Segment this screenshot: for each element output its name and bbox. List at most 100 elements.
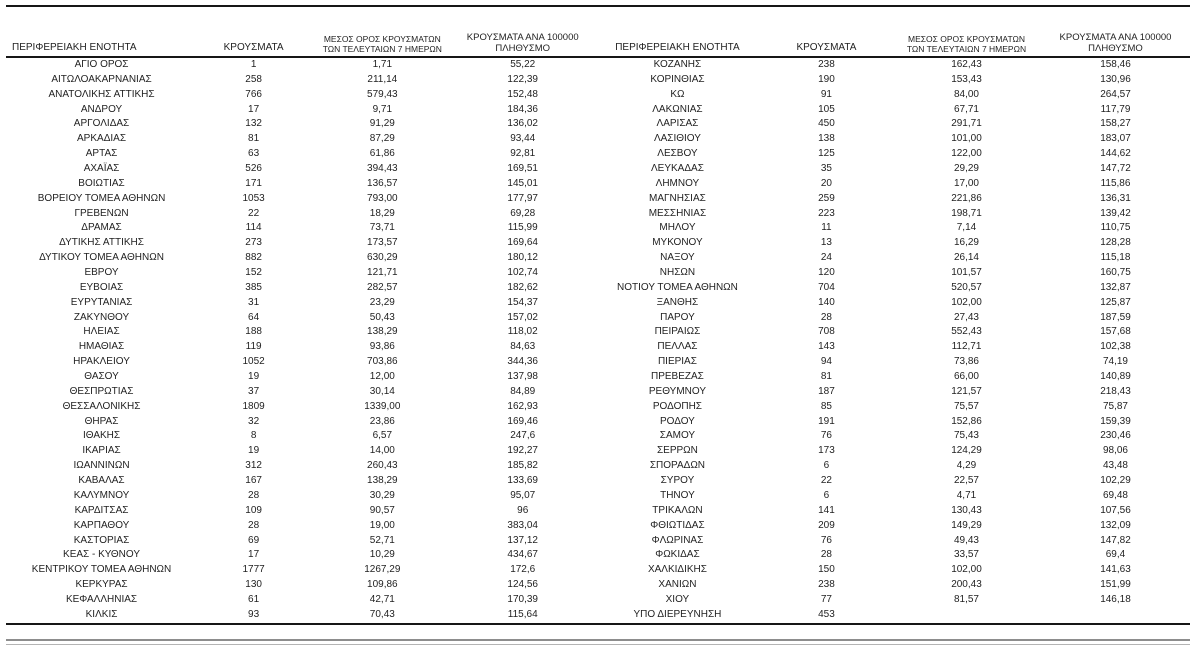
- region-cell: ΝΟΤΙΟΥ ΤΟΜΕΑ ΑΘΗΝΩΝ: [617, 281, 738, 293]
- per100k-header-line1: ΚΡΟΥΣΜΑΤΑ ΑΝΑ 100000: [466, 32, 579, 43]
- region-cell: ΠΑΡΟΥ: [660, 311, 695, 323]
- region-cell: ΔΥΤΙΚΟΥ ΤΟΜΕΑ ΑΘΗΝΩΝ: [39, 252, 164, 264]
- per100k-cell: 130,96: [1100, 73, 1131, 85]
- table-header-row: ΠΕΡΙΦΕΡΕΙΑΚΗ ΕΝΟΤΗΤΑ ΚΡΟΥΣΜΑΤΑ ΜΕΣΟΣ ΟΡΟ…: [5, 20, 590, 54]
- per100k-cell: 139,42: [1100, 207, 1131, 219]
- avg7-cell: 75,57: [953, 400, 979, 412]
- avg7-header-cell: ΜΕΣΟΣ ΟΡΟΣ ΚΡΟΥΣΜΑΤΩΝ ΤΩΝ ΤΕΛΕΥΤΑΙΩΝ 7 Η…: [892, 34, 1041, 54]
- table-row: ΘΗΡΑΣ 32 23,86 169,46: [5, 415, 590, 430]
- cases-cell: 708: [818, 326, 835, 338]
- avg7-cell: 17,00: [953, 177, 979, 189]
- table-row: ΑΡΓΟΛΙΔΑΣ 132 91,29 136,02: [5, 117, 590, 132]
- per100k-cell: 141,63: [1100, 564, 1131, 576]
- per100k-cell: 184,36: [507, 103, 538, 115]
- region-cell: ΦΛΩΡΙΝΑΣ: [651, 534, 704, 546]
- cases-cell: 167: [245, 475, 262, 487]
- avg7-cell: 23,86: [369, 415, 395, 427]
- avg7-cell: [892, 608, 1041, 623]
- per100k-cell: 110,75: [1100, 222, 1131, 234]
- cases-cell: 19: [248, 445, 260, 457]
- region-cell: ΚΕΑΣ - ΚΥΘΝΟΥ: [63, 549, 141, 561]
- avg7-cell: 33,57: [953, 549, 979, 561]
- avg7-cell: 121,71: [367, 267, 398, 279]
- avg7-cell: 9,71: [372, 103, 393, 115]
- region-cell: ΑΧΑΪΑΣ: [83, 163, 120, 175]
- cases-cell: 11: [821, 222, 832, 234]
- table-row: ΑΝΑΤΟΛΙΚΗΣ ΑΤΤΙΚΗΣ 766 579,43 152,48: [5, 88, 590, 103]
- per100k-cell: 158,46: [1100, 59, 1131, 70]
- cases-cell: 138: [818, 133, 835, 145]
- region-cell: ΡΕΘΥΜΝΟΥ: [648, 385, 707, 397]
- table-row: ΘΕΣΠΡΩΤΙΑΣ 37 30,14 84,89: [5, 385, 590, 400]
- avg7-cell: 73,86: [953, 356, 979, 368]
- per100k-cell: 115,99: [507, 222, 538, 234]
- table-row: ΔΡΑΜΑΣ 114 73,71 115,99: [5, 221, 590, 236]
- cases-cell: 105: [818, 103, 835, 115]
- table-row: ΙΘΑΚΗΣ 8 6,57 247,6: [5, 429, 590, 444]
- avg7-header-line2: ΤΩΝ ΤΕΛΕΥΤΑΙΩΝ 7 ΗΜΕΡΩΝ: [906, 43, 1027, 54]
- table-row: ΚΩ 91 84,00 264,57: [594, 88, 1190, 103]
- table-row: ΝΟΤΙΟΥ ΤΟΜΕΑ ΑΘΗΝΩΝ 704 520,57 132,87: [594, 281, 1190, 296]
- per100k-cell: 154,37: [507, 296, 538, 308]
- avg7-cell: 18,29: [369, 207, 395, 219]
- region-cell: ΙΚΑΡΙΑΣ: [82, 445, 121, 457]
- table-row: ΜΑΓΝΗΣΙΑΣ 259 221,86 136,31: [594, 192, 1190, 207]
- region-cell: ΝΗΣΩΝ: [659, 267, 696, 279]
- table-row: ΥΠΟ ΔΙΕΡΕΥΝΗΣΗ 453: [594, 608, 1190, 623]
- table-row: ΓΡΕΒΕΝΩΝ 22 18,29 69,28: [5, 207, 590, 222]
- avg7-cell: 14,00: [369, 445, 395, 457]
- per100k-cell: 183,07: [1100, 133, 1131, 145]
- region-cell: ΘΗΡΑΣ: [84, 415, 119, 427]
- cases-cell: 8: [250, 430, 257, 442]
- per100k-cell: 140,89: [1100, 371, 1131, 383]
- avg7-cell: 70,43: [369, 608, 395, 620]
- cases-cell: 1052: [242, 356, 265, 368]
- avg7-cell: 394,43: [367, 163, 398, 175]
- avg7-header-line1: ΜΕΣΟΣ ΟΡΟΣ ΚΡΟΥΣΜΑΤΩΝ: [907, 34, 1025, 44]
- per100k-cell: 102,38: [1100, 341, 1131, 353]
- region-cell: ΜΥΚΟΝΟΥ: [652, 237, 703, 249]
- table-row: ΛΗΜΝΟΥ 20 17,00 115,86: [594, 177, 1190, 192]
- avg7-cell: 109,86: [367, 579, 398, 591]
- table-row: ΔΥΤΙΚΟΥ ΤΟΜΕΑ ΑΘΗΝΩΝ 882 630,29 180,12: [5, 251, 590, 266]
- region-cell: ΚΟΖΑΝΗΣ: [653, 59, 702, 70]
- avg7-cell: 1339,00: [364, 400, 401, 412]
- per100k-cell: 107,56: [1100, 504, 1131, 516]
- table-row: ΚΑΡΠΑΘΟΥ 28 19,00 383,04: [5, 519, 590, 534]
- avg7-cell: 19,00: [369, 519, 395, 531]
- per100k-cell: 177,97: [507, 192, 538, 204]
- avg7-cell: 130,43: [951, 504, 982, 516]
- per100k-cell: 230,46: [1100, 430, 1131, 442]
- region-cell: ΝΑΞΟΥ: [660, 252, 695, 264]
- per100k-cell: 247,6: [510, 430, 536, 442]
- avg7-cell: 4,71: [956, 489, 977, 501]
- per100k-cell: 75,87: [1102, 400, 1128, 412]
- avg7-cell: 1267,29: [364, 564, 401, 576]
- region-cell: ΑΡΓΟΛΙΔΑΣ: [73, 118, 130, 130]
- avg7-cell: 49,43: [953, 534, 979, 546]
- per100k-cell: 95,07: [510, 489, 536, 501]
- cases-table-left: ΠΕΡΙΦΕΡΕΙΑΚΗ ΕΝΟΤΗΤΑ ΚΡΟΥΣΜΑΤΑ ΜΕΣΟΣ ΟΡΟ…: [5, 20, 590, 623]
- region-cell: ΗΜΑΘΙΑΣ: [78, 341, 125, 353]
- region-cell: ΚΙΛΚΙΣ: [85, 608, 118, 620]
- cases-cell: 143: [818, 341, 835, 353]
- per100k-cell: 102,74: [507, 267, 538, 279]
- per100k-cell: 169,64: [507, 237, 538, 249]
- table-row: ΑΓΙΟ ΟΡΟΣ 1 1,71 55,22: [5, 58, 590, 73]
- region-cell: ΚΑΡΠΑΘΟΥ: [73, 519, 130, 531]
- region-cell: ΚΕΦΑΛΛΗΝΙΑΣ: [65, 593, 138, 605]
- table-row: ΕΥΡΥΤΑΝΙΑΣ 31 23,29 154,37: [5, 296, 590, 311]
- cases-cell: 187: [818, 385, 835, 397]
- cases-cell: 81: [248, 133, 260, 145]
- avg7-cell: 84,00: [953, 88, 979, 100]
- cases-cell: 152: [245, 267, 262, 279]
- table-row: ΑΡΚΑΔΙΑΣ 81 87,29 93,44: [5, 132, 590, 147]
- per100k-cell: 132,09: [1100, 519, 1131, 531]
- table-row: ΑΧΑΪΑΣ 526 394,43 169,51: [5, 162, 590, 177]
- per100k-cell: 264,57: [1100, 88, 1131, 100]
- avg7-cell: 26,14: [953, 252, 979, 264]
- cases-cell: 35: [820, 163, 832, 175]
- region-cell: ΠΕΛΛΑΣ: [657, 341, 698, 353]
- table-row: ΠΕΛΛΑΣ 143 112,71 102,38: [594, 340, 1190, 355]
- region-cell: ΖΑΚΥΝΘΟΥ: [73, 311, 130, 323]
